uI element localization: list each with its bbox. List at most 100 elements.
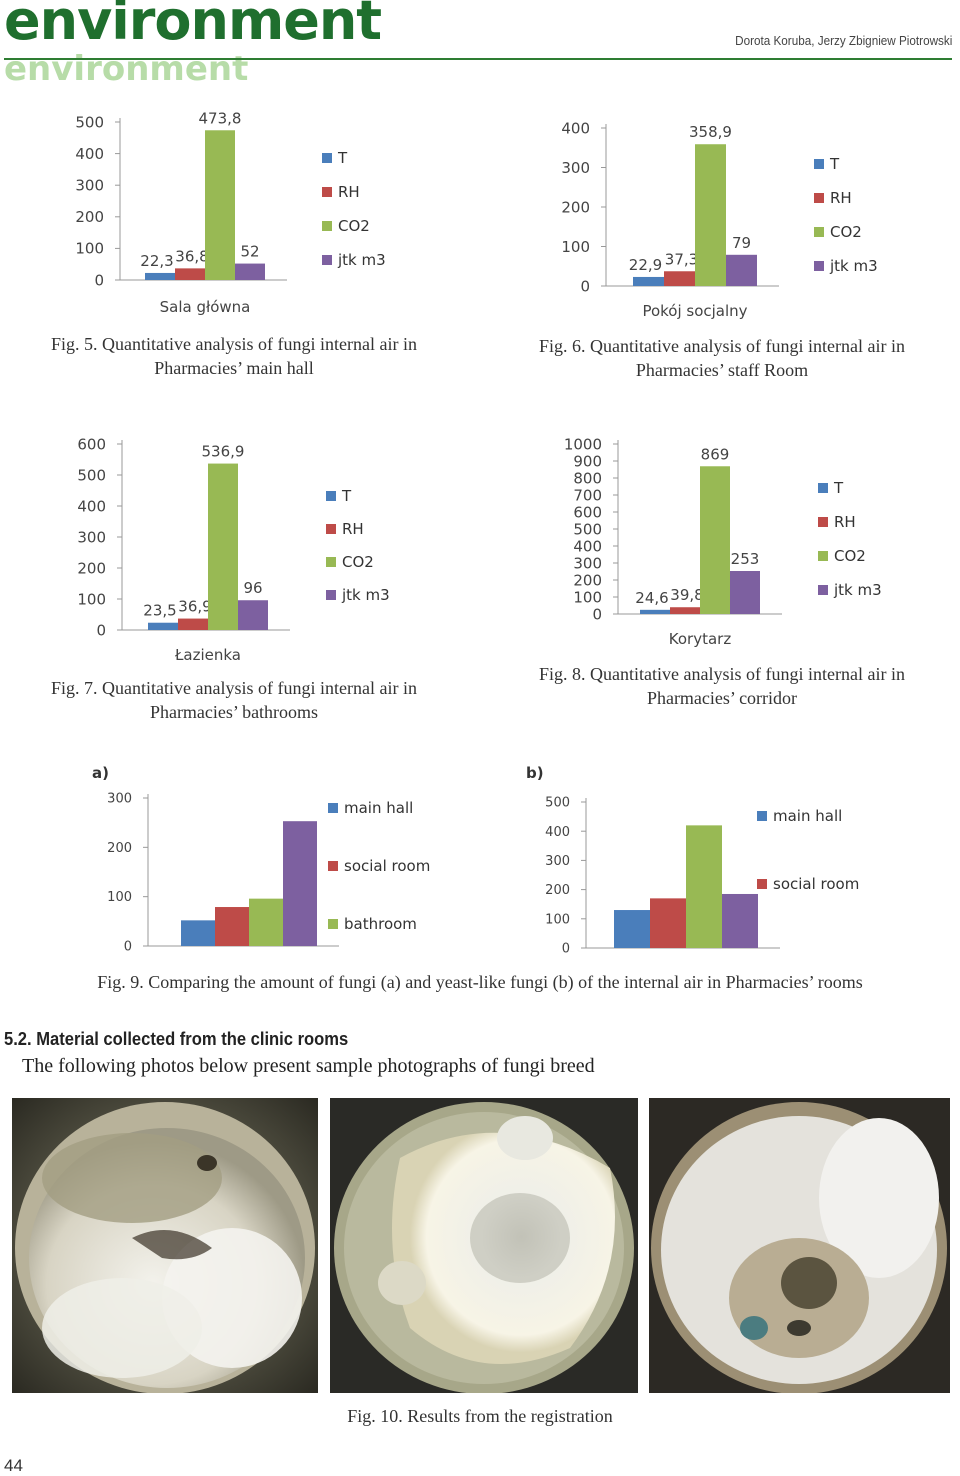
legend-swatch [818,483,828,493]
legend-label: CO2 [342,553,374,571]
data-label: 37,3 [665,250,698,268]
y-tick-label: 0 [580,277,590,295]
y-tick-label: 600 [573,503,602,521]
y-tick-label: 0 [592,605,602,623]
y-tick-label: 300 [561,159,590,177]
panel-label: a) [92,764,109,782]
bar-series-4 [722,893,758,948]
section-paragraph: The following photos below present sampl… [22,1055,595,1077]
bar-jtk-m3 [238,600,268,630]
y-tick-label: 100 [561,238,590,256]
legend-swatch [814,261,824,271]
legend-label: T [337,149,348,167]
chart-fig5: 0 100 200 300 400 500 22,3 36,8 473,8 52 Sala głów… [60,100,440,320]
legend-swatch [328,919,338,929]
y-tick-label: 400 [75,145,104,163]
data-label: 869 [701,445,730,463]
bar-series-4 [283,821,317,946]
legend-swatch [322,221,332,231]
bar-t [148,622,178,630]
data-label: 253 [731,550,760,568]
data-label: 22,3 [140,252,173,270]
y-tick-label: 0 [96,621,106,639]
chart-fig7: 0 100 200 300 400 500 600 23,5 36,9 536,9 96 Łazien… [64,424,444,674]
chart-fig9a: 0 100 200 300 main hall social room bathroom a) [88,758,458,958]
journal-logo: environment [4,0,382,52]
legend-label: RH [830,189,852,207]
bar-t [633,276,664,286]
legend-swatch [322,153,332,163]
legend-swatch [757,811,767,821]
data-label: 36,9 [178,598,211,616]
chart-fig8: 0 100 200 300 400 500 600 700 800 900 1000 24,6 39,8… [548,426,928,656]
legend-label: jtk m3 [341,586,390,604]
logo-ghost-text: environment [4,49,249,89]
caption-fig6: Fig. 6. Quantitative analysis of fungi i… [539,336,905,380]
data-label: 96 [243,579,262,597]
legend-swatch [818,585,828,595]
y-tick-label: 100 [545,912,570,927]
data-label: 23,5 [143,602,176,620]
bar-co2 [695,144,726,286]
data-label: 536,9 [202,443,245,461]
bar-main-hall [181,920,215,946]
caption-fig7: Fig. 7. Quantitative analysis of fungi i… [51,678,417,722]
legend-label: T [829,155,840,173]
category-label: Korytarz [669,630,732,648]
fig9a-svg: 0 100 200 300 main hall social room bathroom a) [92,764,430,955]
legend-swatch [326,557,336,567]
caption-fig5: Fig. 5. Quantitative analysis of fungi i… [51,334,417,378]
y-tick-label: 0 [124,940,132,955]
legend-swatch [814,193,824,203]
y-tick-label: 400 [561,119,590,137]
legend-swatch [326,590,336,600]
legend-swatch [818,517,828,527]
data-label: 473,8 [199,109,242,127]
bar-t [640,609,670,614]
data-label: 52 [240,243,259,261]
legend-label: T [833,479,844,497]
legend-label: main hall [773,807,842,825]
data-label: 24,6 [635,589,668,607]
legend-label: social room [344,857,430,875]
legend-label: T [341,487,352,505]
legend-label: bathroom [344,915,417,933]
bar-main-hall [614,910,650,948]
header-rule [4,58,952,60]
y-tick-label: 1000 [564,435,602,453]
legend-swatch [814,227,824,237]
y-tick-label: 200 [75,208,104,226]
y-tick-label: 800 [573,469,602,487]
y-tick-label: 900 [573,452,602,470]
y-tick-label: 300 [107,792,132,807]
caption-fig10: Fig. 10. Results from the registration [347,1406,613,1426]
legend-label: CO2 [834,547,866,565]
chart-fig9b: 0 100 200 300 400 500 main hall social room b) [522,758,872,958]
bar-rh [178,618,208,630]
y-tick-label: 300 [75,176,104,194]
legend-swatch [757,879,767,889]
caption-fig8: Fig. 8. Quantitative analysis of fungi i… [539,664,905,708]
data-label: 79 [732,234,751,252]
legend-swatch [326,491,336,501]
bar-rh [664,271,695,286]
y-tick-label: 100 [573,588,602,606]
legend-label: social room [773,875,859,893]
legend-label: CO2 [830,223,862,241]
y-tick-label: 300 [573,554,602,572]
y-tick-label: 400 [77,497,106,515]
legend-label: jtk m3 [829,257,878,275]
legend-label: CO2 [338,217,370,235]
legend-swatch [814,159,824,169]
fig5-svg: 0 100 200 300 400 500 22,3 36,8 473,8 52 Sala głów… [75,109,385,316]
bar-social-room [650,898,686,948]
fig9b-svg: 0 100 200 300 400 500 main hall social room b) [526,764,859,957]
y-tick-label: 0 [94,271,104,289]
y-tick-label: 400 [573,537,602,555]
petri-dish-photo-1 [12,1098,318,1393]
caption-fig9: Fig. 9. Comparing the amount of fungi (a… [97,972,863,992]
legend-label: jtk m3 [833,581,882,599]
y-tick-label: 200 [561,198,590,216]
bar-jtk-m3 [726,254,757,286]
y-tick-label: 500 [573,520,602,538]
